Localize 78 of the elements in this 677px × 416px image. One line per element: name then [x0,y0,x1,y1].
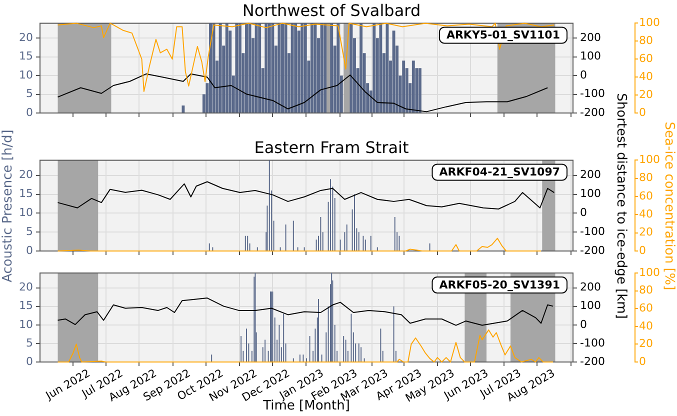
annotation: ARKY5-01_SV1101 [446,28,560,42]
y-tick-label: 20 [19,168,33,182]
y-tick-label: 20 [19,31,33,44]
bar [300,23,304,112]
y3-tick-label: 0 [639,354,646,368]
bar [268,23,271,112]
y2-tick-label: 100 [580,299,601,312]
bar [281,23,284,112]
annotation: ARKF05-20_SV1391 [439,278,560,292]
y3-tick-label: 60 [639,189,653,202]
y3-tick-label: 80 [639,34,653,48]
y3-tick-label: 100 [639,266,660,279]
chart-title: Eastern Fram Strait [254,138,409,157]
chart-title: Northwest of Svalbard [242,0,421,20]
y3-tick-label: 20 [639,226,653,239]
y3-tick-label: 100 [639,16,660,30]
y2-tick-label: -100 [580,87,605,100]
y2-axis-title: Shortest distance to ice-edge [km] [614,92,628,318]
y-tick-label: 15 [19,50,33,63]
y3-tick-label: 40 [639,319,653,332]
y3-tick-label: 40 [639,70,653,83]
bar [372,23,376,112]
y3-tick-label: 100 [639,153,660,166]
bar [225,23,228,112]
bar [294,23,298,112]
y2-tick-label: 0 [580,68,587,82]
y3-tick-label: 60 [639,301,653,314]
bar [310,23,314,112]
y2-tick-label: -200 [580,244,605,257]
bar [264,23,268,112]
y-tick-label: 15 [19,187,33,200]
y-tick-label: 10 [19,68,33,82]
y2-tick-label: 200 [580,31,601,44]
bar [254,23,258,112]
y2-tick-label: -100 [580,336,605,350]
y2-tick-label: -200 [580,354,605,368]
bar [290,23,294,112]
y-axis-title: Acoustic Presence [h/d] [0,129,16,282]
y2-tick-label: -100 [580,224,605,238]
bar [412,60,415,112]
y-tick-label: 0 [26,106,33,119]
x-axis-title: Time [Month] [262,398,350,414]
y-tick-label: 5 [26,224,33,238]
bar [379,23,382,112]
y2-tick-label: 0 [580,318,587,331]
bar [402,60,406,112]
y3-tick-label: 20 [639,88,653,101]
y-tick-label: 0 [26,244,33,257]
bar [418,68,422,112]
y2-tick-label: 200 [580,280,601,294]
y-tick-label: 5 [26,87,33,100]
y2-tick-label: -200 [580,106,605,119]
bar [209,23,212,112]
y3-tick-label: 60 [639,52,653,65]
y-tick-label: 10 [19,318,33,331]
annotation: ARKF04-21_SV1097 [439,166,560,179]
bar [218,23,222,112]
bar [245,23,248,112]
bar [258,23,262,112]
y-tick-label: 20 [19,280,33,294]
y-tick-label: 10 [19,206,33,220]
y3-tick-label: 0 [639,106,646,119]
y2-tick-label: 100 [580,187,601,200]
y3-tick-label: 0 [639,244,646,257]
y-tick-label: 0 [26,354,33,368]
y3-tick-label: 40 [639,208,653,221]
y2-tick-label: 200 [580,168,601,182]
y3-tick-label: 80 [639,284,653,297]
bar [360,23,363,112]
y-tick-label: 15 [19,299,33,312]
y-tick-label: 5 [26,336,33,350]
y2-tick-label: 0 [580,206,587,220]
y2-tick-label: 100 [580,50,601,63]
y3-tick-label: 80 [639,171,653,184]
bar [235,23,238,112]
y3-axis-title: Sea-ice concentration [%] [662,121,676,290]
y3-tick-label: 20 [639,337,653,350]
bar [336,23,340,112]
